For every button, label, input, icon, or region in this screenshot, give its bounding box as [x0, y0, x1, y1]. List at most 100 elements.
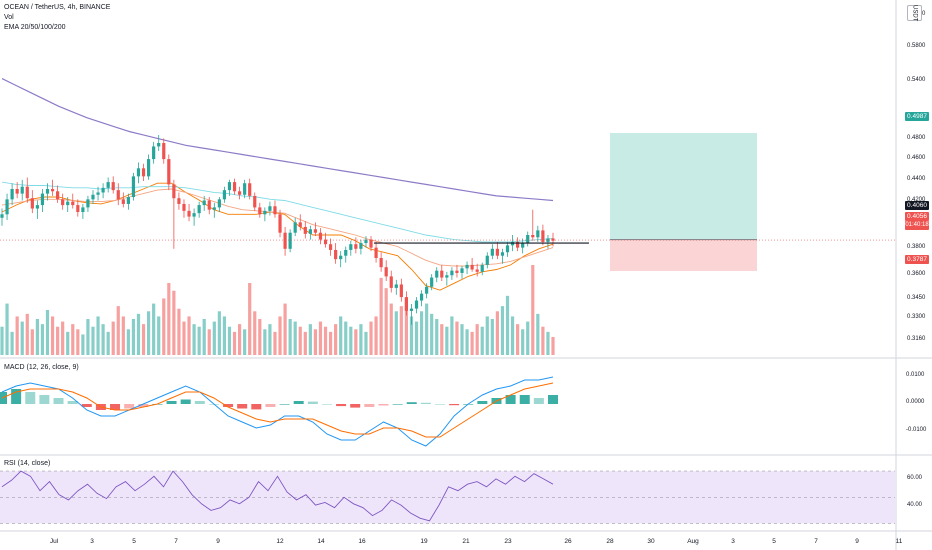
time-tick-label: 16: [358, 538, 366, 545]
time-tick-label: 30: [647, 538, 655, 545]
volume-bar: [202, 319, 206, 355]
macd-histogram-bar: [124, 404, 135, 409]
time-tick-label: 21: [462, 538, 470, 545]
volume-bar: [5, 303, 9, 355]
price-tick-label: 0.4600: [907, 155, 926, 161]
candle-body: [374, 247, 378, 258]
time-tick-label: Jul: [50, 538, 59, 545]
volume-bar: [182, 321, 186, 355]
currency-label: USDT: [911, 4, 918, 22]
volume-bar: [212, 321, 216, 355]
candle-body: [131, 176, 136, 198]
candle-body: [313, 229, 318, 233]
stop-zone: [610, 239, 757, 271]
overlays: [0, 239, 895, 244]
candle-body: [339, 255, 343, 260]
rsi-tick-label: 40.00: [907, 502, 923, 508]
volume-bar: [141, 324, 146, 355]
candle-body: [25, 186, 29, 199]
volume-bar: [394, 311, 398, 355]
candle-body: [349, 244, 353, 250]
candle-body: [232, 182, 237, 192]
macd-tick-label: -0.0100: [906, 427, 927, 433]
volume-bar: [435, 319, 439, 355]
ema-line-2: [1, 188, 554, 267]
volume-bar: [237, 324, 242, 355]
candle-body: [50, 189, 55, 192]
macd-histogram-bar: [420, 402, 431, 404]
candle-body: [399, 284, 403, 298]
volume-bar: [389, 303, 393, 355]
macd-histogram-bar: [194, 401, 205, 404]
candle-body: [0, 214, 4, 218]
candle-body: [187, 210, 191, 217]
candle-body: [334, 249, 338, 260]
candle-body: [384, 267, 388, 277]
candle-body: [359, 243, 363, 249]
macd-histogram-bar: [406, 402, 417, 404]
price-tick-label: 0.4800: [907, 135, 926, 141]
target-zone: [610, 132, 757, 240]
candle-body: [162, 143, 166, 160]
candle-body: [465, 264, 469, 269]
candle-body: [106, 182, 110, 188]
candle-body: [475, 269, 479, 272]
volume-bar: [162, 298, 166, 355]
time-tick-label: 7: [814, 538, 818, 545]
candle-body: [237, 191, 242, 195]
time-tick-label: 12: [276, 538, 284, 545]
ema-line-4: [1, 78, 554, 202]
candle-body: [430, 277, 434, 287]
volume-bar: [106, 331, 110, 355]
macd-histogram-bar: [533, 398, 544, 404]
volume-bar: [419, 311, 424, 355]
volume-bar: [61, 321, 65, 355]
macd-histogram-bar: [336, 404, 347, 407]
volume-bar: [536, 313, 540, 355]
volume-bar: [430, 313, 434, 355]
candle-body: [258, 207, 262, 215]
volume-bar: [56, 326, 60, 355]
volume-bar: [480, 326, 484, 355]
volume-label: Vol: [4, 14, 14, 21]
volume-bar: [172, 290, 176, 355]
candle-body: [263, 210, 267, 215]
candle-body: [101, 187, 105, 193]
volume-bar: [232, 331, 237, 355]
volume-bar: [551, 337, 555, 355]
time-tick-label: 28: [606, 538, 614, 545]
volume-bar: [495, 311, 499, 355]
volume-bar: [50, 316, 55, 355]
volume-bar: [116, 306, 120, 355]
candle-body: [172, 184, 176, 199]
ema-line-3: [1, 181, 554, 243]
candle-body: [227, 182, 232, 191]
candle-body: [293, 222, 297, 233]
rsi-pane: [0, 470, 895, 524]
time-tick-label: 19: [420, 538, 428, 545]
candle-body: [526, 235, 530, 244]
volume-bar: [379, 277, 383, 355]
time-tick-label: 7: [174, 538, 178, 545]
volume-bar: [344, 321, 348, 355]
volume-bar: [81, 334, 85, 355]
price-tick-label: 0.3450: [907, 295, 926, 301]
candle-body: [121, 199, 125, 204]
currency-button[interactable]: USDT: [907, 5, 922, 21]
candle-body: [495, 248, 499, 256]
volume-bar: [278, 316, 282, 355]
macd-pane: [0, 376, 558, 447]
candle-body: [40, 193, 45, 206]
stop-price-tag: 0.3787: [905, 255, 929, 264]
volume-bar: [323, 326, 328, 355]
volume-bar: [374, 316, 378, 355]
volume-bars: [0, 265, 555, 355]
macd-histogram-bar: [265, 404, 276, 407]
candle-body: [450, 270, 454, 276]
candle-body: [344, 249, 348, 256]
volume-bar: [359, 324, 363, 355]
volume-bar: [136, 313, 141, 355]
volume-bar: [71, 324, 75, 355]
